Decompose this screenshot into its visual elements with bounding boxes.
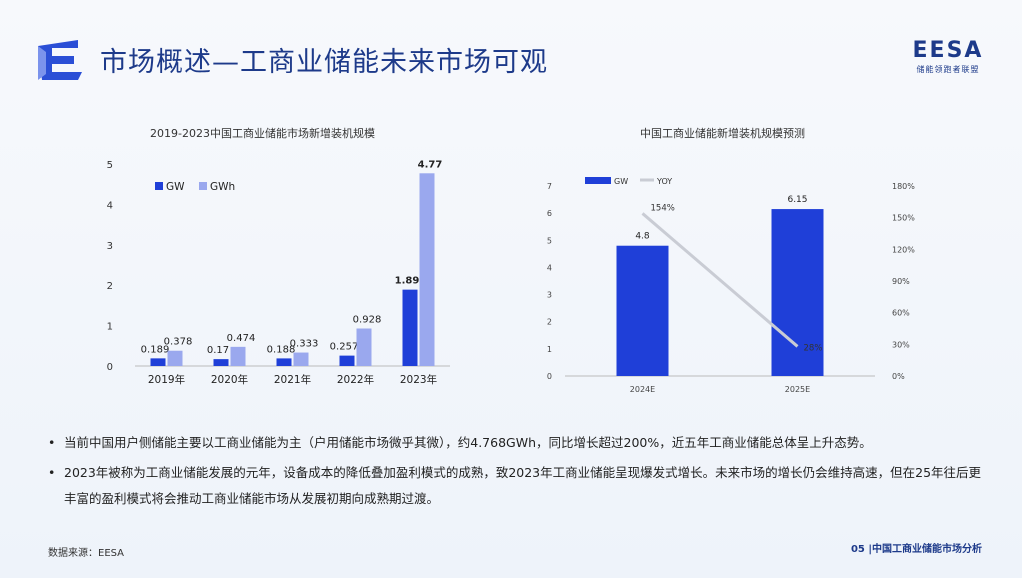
x-tick-label: 2023年	[400, 373, 437, 386]
y2-tick-label: 150%	[892, 214, 915, 223]
x-tick-label: 2025E	[785, 385, 810, 394]
yoy-data-label: 154%	[651, 203, 675, 213]
data-label: 4.8	[635, 232, 650, 242]
data-label: 0.378	[164, 337, 193, 348]
chart2-title: 中国工商业储能新增装机规模预测	[640, 127, 805, 140]
y-tick-label: 4	[547, 263, 552, 272]
data-label: 0.474	[227, 333, 256, 344]
bar-gw	[339, 355, 355, 366]
yoy-data-label: 28%	[804, 343, 823, 353]
bar-gwh	[419, 173, 435, 366]
data-label: 0.188	[267, 344, 296, 355]
data-source: 数据来源：EESA	[48, 548, 125, 559]
bullet-list: 当前中国用户侧储能主要以工商业储能为主（户用储能市场微乎其微），约4.768GW…	[48, 430, 988, 516]
legend-label: YOY	[656, 177, 672, 186]
legend-label: GWh	[210, 181, 235, 193]
legend-swatch	[155, 182, 163, 190]
y2-tick-label: 60%	[892, 309, 910, 318]
bullet-item: 当前中国用户侧储能主要以工商业储能为主（户用储能市场微乎其微），约4.768GW…	[48, 430, 988, 456]
logo-e-icon	[38, 40, 82, 80]
x-tick-label: 2022年	[337, 373, 374, 386]
y-tick-label: 3	[547, 291, 552, 300]
bar-gw	[276, 358, 292, 366]
brand-mark: EESA	[912, 38, 984, 63]
x-tick-label: 2020年	[211, 373, 248, 386]
y2-tick-label: 120%	[892, 245, 915, 254]
brand-subtitle: 储能领跑者联盟	[916, 65, 980, 74]
y-tick-label: 1	[547, 345, 552, 354]
bar-gwh	[356, 328, 372, 366]
brand-logo: EESA 储能领跑者联盟	[908, 38, 988, 75]
data-label: 1.89	[395, 276, 420, 287]
bar-gwh	[230, 346, 246, 366]
legend-swatch	[199, 182, 207, 190]
data-label: 0.257	[330, 342, 359, 353]
bullet-item: 2023年被称为工商业储能发展的元年，设备成本的降低叠加盈利模式的成熟，致202…	[48, 460, 988, 512]
page-title: 市场概述—工商业储能未来市场可观	[100, 47, 548, 78]
y2-tick-label: 90%	[892, 277, 910, 286]
y-tick-label: 5	[547, 236, 552, 245]
x-tick-label: 2024E	[630, 385, 655, 394]
bar-gw	[213, 359, 229, 366]
y2-tick-label: 0%	[892, 372, 905, 381]
y-tick-label: 7	[547, 182, 552, 191]
bar-gw	[150, 358, 166, 366]
series-line-yoy	[641, 212, 799, 348]
x-tick-label: 2019年	[148, 373, 185, 386]
y-tick-label: 2	[107, 281, 113, 292]
legend-swatch	[585, 177, 611, 184]
data-label: 6.15	[787, 195, 807, 205]
bar-gw	[771, 209, 824, 376]
data-label: 0.189	[141, 344, 170, 355]
y-tick-label: 0	[107, 362, 113, 373]
chart2-combo-chart: 0 1 2 3 4 5 6 7 0% 30% 60% 90% 120% 150% 180% 2024E 4.8 2…	[547, 177, 915, 394]
bar-gwh	[293, 352, 309, 366]
y-tick-label: 5	[107, 160, 113, 171]
y-tick-label: 0	[547, 372, 552, 381]
bar-gw	[616, 245, 669, 376]
y2-tick-label: 30%	[892, 340, 910, 349]
legend-label: GW	[166, 181, 185, 193]
y-tick-label: 4	[107, 200, 113, 211]
bar-gw	[402, 289, 418, 366]
data-label: 0.928	[353, 315, 382, 326]
x-tick-label: 2021年	[274, 373, 311, 386]
y-tick-label: 2	[547, 318, 552, 327]
footer-page-label: 05 |中国工商业储能市场分析	[850, 544, 982, 555]
y-tick-label: 6	[547, 209, 552, 218]
legend-label: GW	[614, 177, 628, 186]
data-label: 4.77	[418, 159, 443, 170]
y-tick-label: 1	[107, 322, 113, 333]
data-label: 0.17	[207, 345, 229, 356]
y2-tick-label: 180%	[892, 182, 915, 191]
y-tick-label: 3	[107, 241, 113, 252]
bar-gwh	[167, 350, 183, 366]
data-label: 0.333	[290, 339, 319, 350]
chart1-title: 2019-2023中国工商业储能市场新增装机规模	[150, 127, 375, 140]
